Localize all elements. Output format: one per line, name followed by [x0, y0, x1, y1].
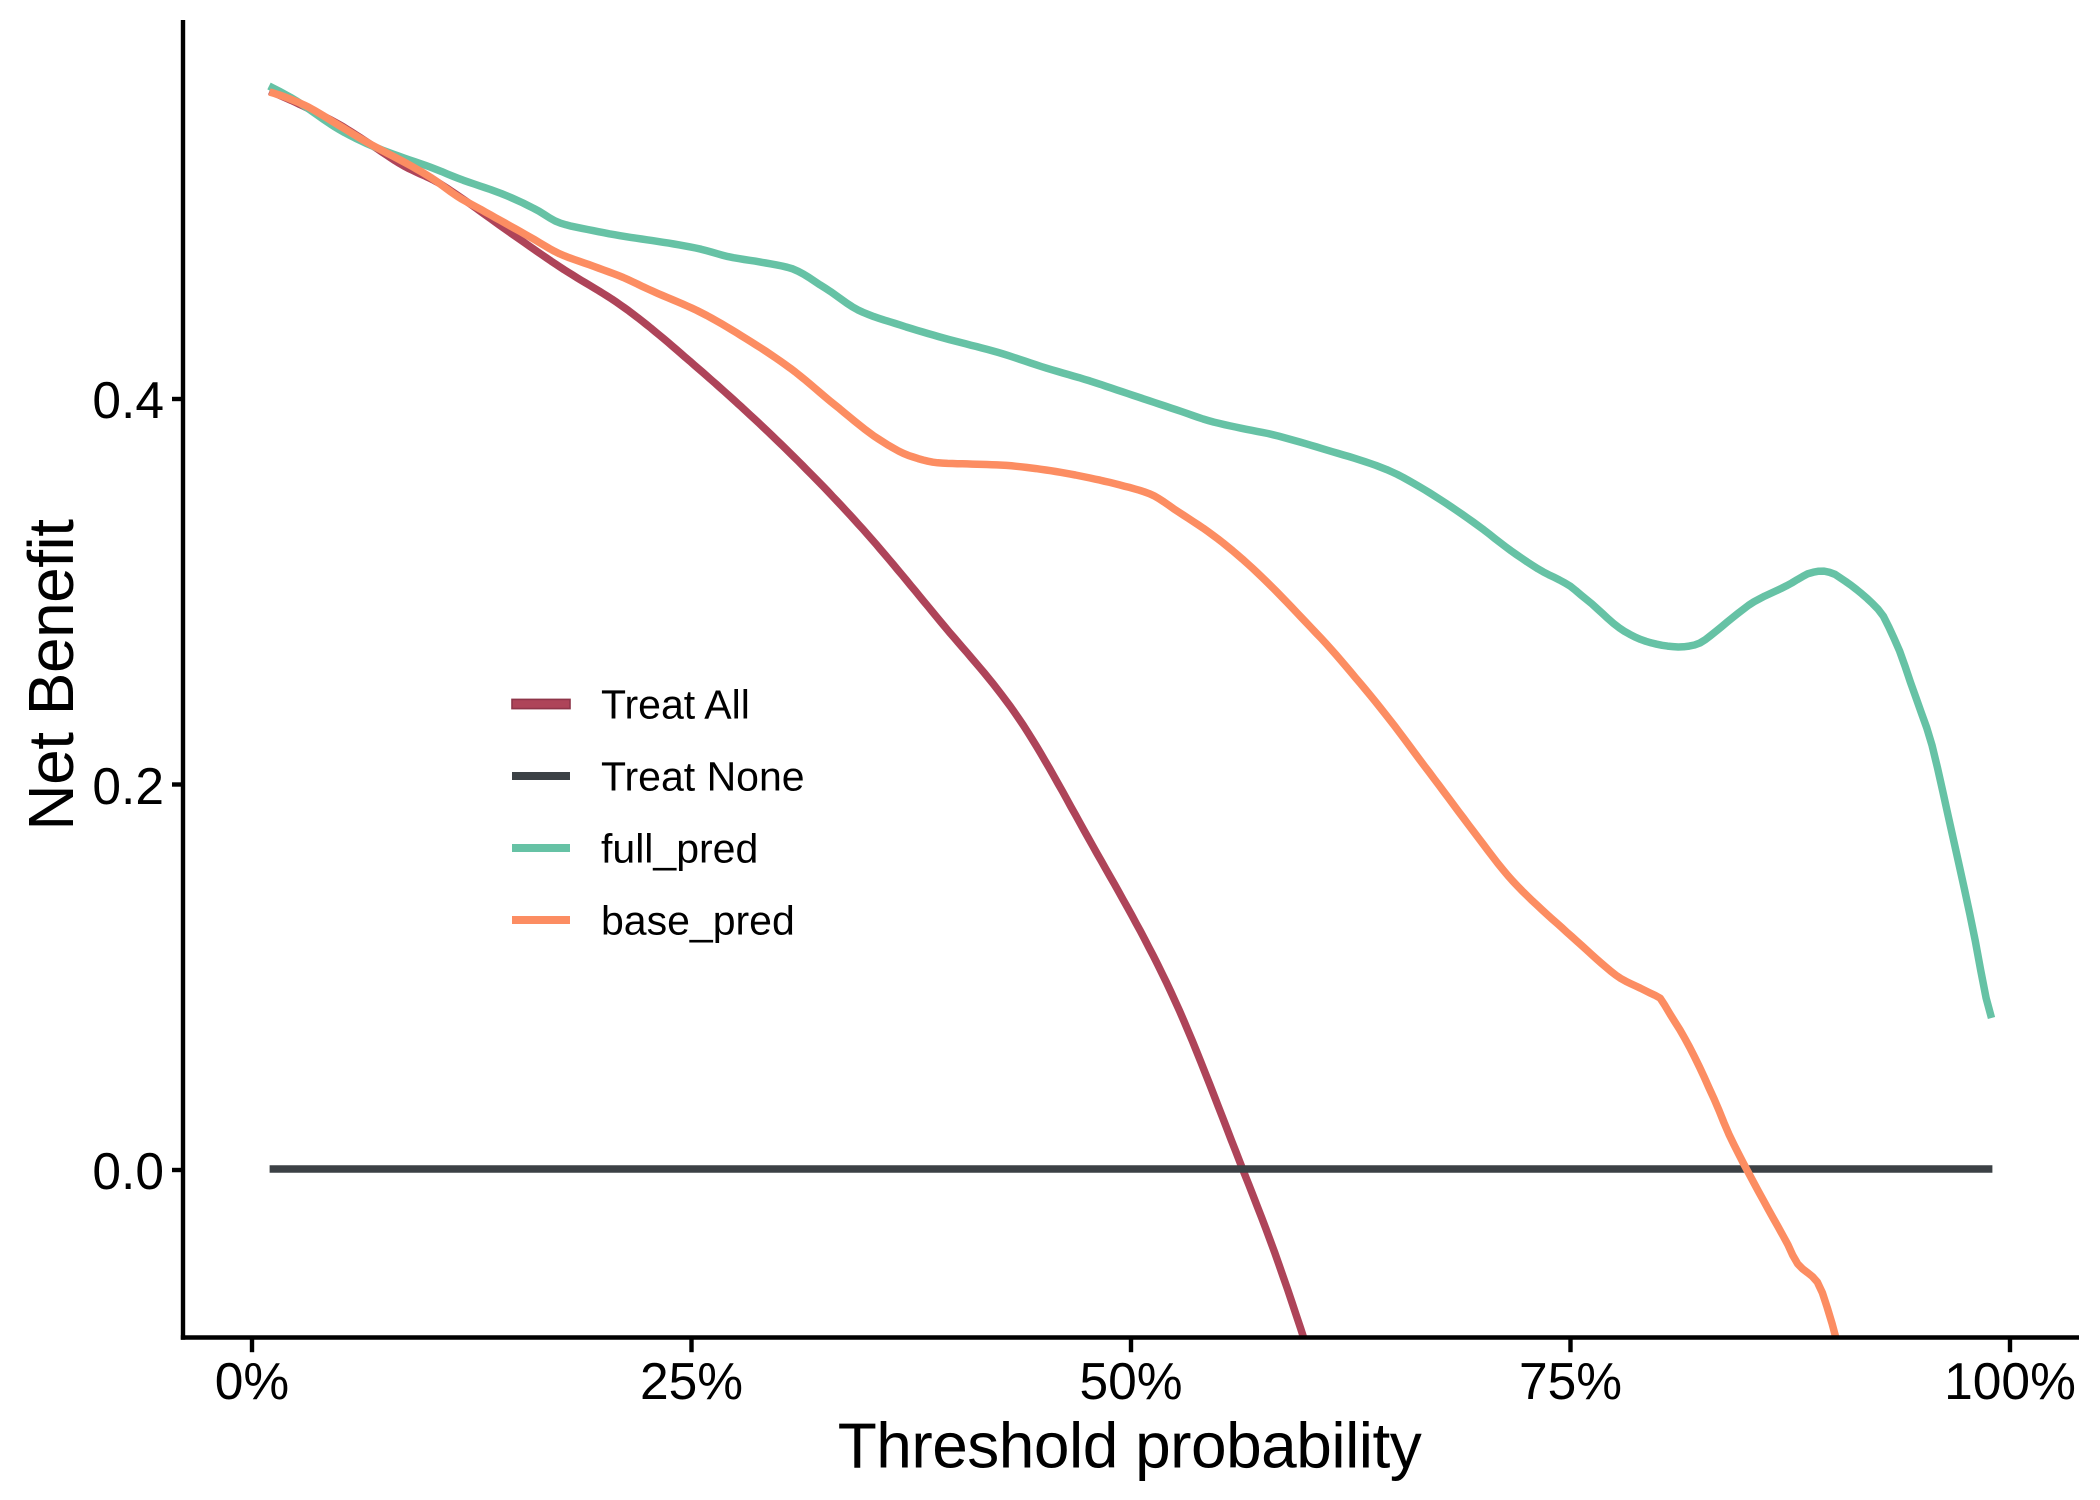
svg-text:25%: 25% — [640, 1352, 743, 1410]
svg-text:0%: 0% — [215, 1352, 289, 1410]
svg-text:Net Benefit: Net Benefit — [15, 519, 87, 831]
svg-text:0.2: 0.2 — [92, 757, 164, 815]
svg-text:0.4: 0.4 — [92, 371, 164, 429]
svg-text:Treat None: Treat None — [601, 754, 805, 800]
svg-text:base_pred: base_pred — [601, 898, 795, 944]
svg-text:Threshold probability: Threshold probability — [838, 1410, 1422, 1482]
svg-text:50%: 50% — [1079, 1352, 1182, 1410]
svg-text:Treat All: Treat All — [601, 682, 750, 728]
svg-text:75%: 75% — [1519, 1352, 1622, 1410]
svg-text:0.0: 0.0 — [92, 1142, 164, 1200]
svg-text:full_pred: full_pred — [601, 826, 758, 872]
svg-text:100%: 100% — [1944, 1352, 2076, 1410]
